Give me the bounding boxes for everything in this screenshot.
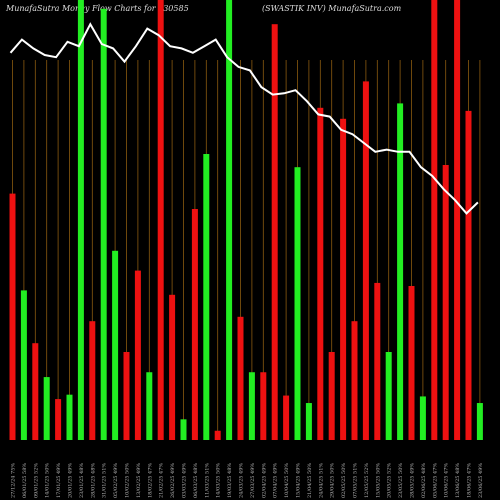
bar-21 bbox=[248, 372, 255, 440]
bar-34 bbox=[397, 103, 404, 441]
x-tick-label: 05/06/25 47% bbox=[432, 463, 438, 498]
x-tick-label: 15/04/25 49% bbox=[296, 463, 302, 498]
bar-10 bbox=[123, 352, 130, 440]
x-tick-label: 18/02/25 47% bbox=[147, 463, 153, 498]
bar-4 bbox=[55, 399, 62, 440]
bars bbox=[9, 0, 483, 441]
bar-18 bbox=[214, 430, 221, 440]
x-tick-label: 31/01/25 51% bbox=[102, 463, 108, 498]
x-tick-label: 14/01/25 50% bbox=[45, 463, 51, 498]
x-tick-label: 27/03/25 49% bbox=[250, 463, 256, 498]
x-tick-label: 21/04/25 50% bbox=[307, 463, 313, 498]
x-tick-label: 24/04/25 51% bbox=[318, 463, 324, 498]
x-tick-label: 03/03/25 49% bbox=[182, 463, 188, 498]
x-tick-label: 07/05/25 51% bbox=[353, 463, 359, 498]
x-tick-label: 02/05/25 50% bbox=[341, 463, 347, 498]
x-tick-label: 15/05/25 50% bbox=[375, 463, 381, 498]
price-line-path bbox=[9, 22, 479, 215]
bar-15 bbox=[180, 419, 187, 440]
bar-0 bbox=[9, 193, 16, 440]
bar-3 bbox=[43, 377, 50, 440]
x-tick-label: 27/12/24 75% bbox=[11, 463, 17, 498]
bar-24 bbox=[283, 395, 290, 440]
chart-title: MunafaSutra Money Flow Charts for 530585 bbox=[6, 4, 189, 13]
x-tick-label: 20/05/25 52% bbox=[387, 463, 393, 498]
bar-11 bbox=[134, 270, 141, 440]
bar-7 bbox=[89, 321, 96, 440]
x-tick-label: 09/01/25 52% bbox=[33, 463, 39, 498]
x-tick-labels: 27/12/24 75% 06/01/25 58% 09/01/25 52% 14/0… bbox=[11, 463, 484, 498]
bar-19 bbox=[226, 0, 233, 440]
bar-22 bbox=[260, 372, 267, 440]
bar-17 bbox=[203, 154, 210, 440]
x-tick-label: 06/01/25 58% bbox=[22, 463, 28, 498]
bar-37 bbox=[431, 0, 438, 440]
x-tick-label: 02/06/25 48% bbox=[421, 463, 427, 498]
bar-27 bbox=[317, 107, 324, 441]
x-tick-label: 10/06/25 47% bbox=[444, 463, 450, 498]
bar-16 bbox=[191, 209, 198, 440]
x-tick-label: 20/01/25 49% bbox=[68, 463, 74, 498]
bar-23 bbox=[271, 24, 278, 440]
x-tick-label: 18/06/25 47% bbox=[467, 463, 473, 498]
x-tick-label: 06/03/25 48% bbox=[193, 463, 199, 498]
x-tick-label: 10/02/25 50% bbox=[125, 463, 131, 498]
x-tick-label: 11/03/25 51% bbox=[204, 463, 210, 498]
bar-20 bbox=[237, 316, 244, 440]
price-line bbox=[9, 22, 479, 215]
bar-5 bbox=[66, 394, 73, 440]
x-tick-label: 02/04/25 49% bbox=[261, 463, 267, 498]
bar-8 bbox=[100, 8, 107, 441]
bar-39 bbox=[454, 0, 461, 440]
bar-6 bbox=[77, 0, 84, 440]
bar-1 bbox=[20, 290, 27, 440]
x-tick-label: 23/01/25 48% bbox=[79, 463, 85, 498]
x-tick-label: 05/02/25 49% bbox=[113, 463, 119, 498]
x-tick-label: 17/01/25 49% bbox=[56, 463, 62, 498]
bar-26 bbox=[305, 403, 312, 440]
x-tick-label: 07/04/25 49% bbox=[273, 463, 279, 498]
bar-36 bbox=[419, 396, 426, 440]
x-tick-label: 23/05/25 50% bbox=[398, 463, 404, 498]
bar-35 bbox=[408, 286, 415, 440]
bar-40 bbox=[465, 110, 472, 440]
x-tick-label: 13/02/25 49% bbox=[136, 463, 142, 498]
x-tick-label: 28/05/25 49% bbox=[410, 463, 416, 498]
bar-32 bbox=[374, 282, 381, 440]
x-tick-label: 10/04/25 50% bbox=[284, 463, 290, 498]
bar-41 bbox=[476, 403, 483, 440]
x-tick-label: 29/04/25 50% bbox=[330, 463, 336, 498]
bar-9 bbox=[112, 250, 119, 440]
x-tick-label: 26/02/25 49% bbox=[170, 463, 176, 498]
x-tick-label: 19/03/25 48% bbox=[227, 463, 233, 498]
x-tick-label: 14/03/25 50% bbox=[216, 463, 222, 498]
x-tick-label: 12/05/25 52% bbox=[364, 463, 370, 498]
bar-30 bbox=[351, 321, 358, 440]
x-tick-label: 13/06/25 48% bbox=[455, 463, 461, 498]
bar-28 bbox=[328, 352, 335, 440]
chart-title-row: MunafaSutra Money Flow Charts for 530585… bbox=[0, 4, 500, 18]
bar-33 bbox=[385, 352, 392, 440]
x-tick-label: 28/01/25 48% bbox=[90, 463, 96, 498]
bar-13 bbox=[157, 0, 164, 440]
x-tick-label: 21/02/25 47% bbox=[159, 463, 165, 498]
bar-12 bbox=[146, 372, 153, 440]
chart-subtitle: (SWASTIK INV) MunafaSutra.com bbox=[262, 4, 402, 13]
bar-2 bbox=[32, 343, 39, 440]
x-tick-label: 24/03/25 49% bbox=[239, 463, 245, 498]
bar-14 bbox=[169, 294, 176, 440]
bar-25 bbox=[294, 167, 301, 440]
bar-29 bbox=[340, 118, 347, 441]
bar-31 bbox=[362, 81, 369, 441]
bar-38 bbox=[442, 165, 449, 440]
x-tick-label: 23/06/25 49% bbox=[478, 463, 484, 498]
